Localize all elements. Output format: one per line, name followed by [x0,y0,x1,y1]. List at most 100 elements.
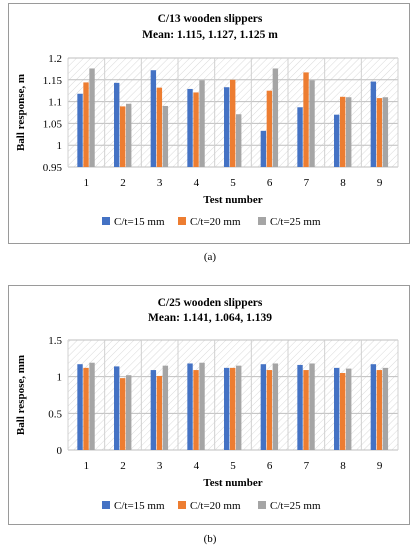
chart-a-bar [150,70,157,167]
chart-a-bar [224,87,230,167]
chart-b-x-tick-label: 2 [120,460,126,472]
chart-a-bar [199,80,205,167]
chart-a-bar [126,103,132,167]
chart-a-x-tick-label: 4 [194,177,200,189]
chart-b-title: C/25 wooden slippers [158,297,263,309]
chart-a-bar [230,79,236,167]
chart-a-y-tick-label: 1.1 [48,97,62,109]
chart-a-bar [120,106,126,167]
chart-b-x-tick-label: 5 [230,460,236,472]
chart-b-bar [272,363,279,450]
chart-a-bar [346,97,352,167]
chart-a-x-tick-label: 3 [157,177,163,189]
chart-a-x-tick-label: 9 [377,177,383,189]
chart-b-x-tick-label: 1 [84,460,90,472]
chart-a-legend-label: C/t=20 mm [190,216,241,228]
chart-a-x-tick-label: 8 [340,177,346,189]
chart-a-bar [334,114,340,167]
chart-a-bar [83,82,89,167]
chart-b-bar [346,368,352,450]
chart-b-bar [114,366,120,450]
chart-a-bar [376,98,383,167]
chart-b-bar [187,363,193,450]
chart-b-bar [376,370,383,450]
chart-b-y-tick-label: 1 [57,372,63,384]
chart-b-x-tick-label: 3 [157,460,163,472]
chart-b-bar [193,370,199,450]
chart-a-title: C/13 wooden slippers [158,13,263,25]
chart-a-bar [309,80,315,167]
chart-b-y-axis-label: Ball respose, mm [15,355,27,435]
chart-a-y-tick-label: 1.2 [48,53,62,65]
chart-a-x-tick-label: 7 [304,177,310,189]
chart-a-x-tick-label: 6 [267,177,273,189]
chart-b-bar [156,375,163,450]
chart-a-bar [297,107,303,167]
chart-b-bar [303,370,309,450]
chart-a-bar [382,97,389,167]
chart-a-legend-swatch [102,217,110,225]
chart-a-x-axis-label: Test number [203,194,262,206]
chart-b-legend-label: C/t=15 mm [114,500,165,512]
chart-b-x-tick-label: 4 [194,460,200,472]
chart-b-bar [150,370,157,450]
chart-b-y-tick-label: 0 [57,445,63,457]
chart-a-x-tick-label: 1 [84,177,90,189]
chart-b-bar [370,364,377,450]
chart-a-bar [187,88,193,167]
chart-b-legend-swatch [102,501,110,509]
chart-b-bar [224,367,230,450]
chart-a-bar [236,114,242,167]
chart-b-bar [77,364,83,450]
chart-a-bar [272,68,279,167]
chart-a-y-tick-label: 1 [57,140,63,152]
chart-b-y-tick-label: 0.5 [48,408,62,420]
chart-a-x-tick-label: 2 [120,177,126,189]
chart-b-bar [334,367,340,450]
chart-a-legend-label: C/t=25 mm [270,216,321,228]
chart-a-bar [303,72,309,167]
chart-a-legend-swatch [258,217,266,225]
chart-a-legend-swatch [178,217,186,225]
chart-b-legend-label: C/t=20 mm [190,500,241,512]
chart-b-bar [309,363,315,450]
chart-b-legend-swatch [258,501,266,509]
chart-b-bar [126,375,132,450]
chart-b-bar [83,367,89,450]
chart-b-legend-swatch [178,501,186,509]
chart-a-bar [260,130,267,167]
chart-a-bar [156,87,163,167]
chart-b-x-tick-label: 8 [340,460,346,472]
chart-a-bar [266,90,273,167]
chart-b-legend-label: C/t=25 mm [270,500,321,512]
chart-b-bar [266,370,273,450]
chart-b-bar [89,362,95,450]
chart-b-bar [340,373,346,450]
chart-b-bar [297,364,303,450]
chart-b-bar [162,365,169,450]
panel-label-b: (b) [203,533,217,545]
chart-b-x-axis-label: Test number [203,477,262,489]
chart-a-y-tick-label: 1.15 [43,75,63,87]
chart-a-y-tick-label: 1.05 [43,118,63,130]
chart-b-x-tick-label: 6 [267,460,273,472]
chart-a-y-tick-label: 0.95 [43,162,63,174]
chart-a-bar [340,96,346,167]
chart-b-x-tick-label: 7 [304,460,310,472]
panel-label-a: (a) [203,251,217,263]
chart-b-bar [236,365,242,450]
chart-a-x-tick-label: 5 [230,177,236,189]
chart-b-bar [382,367,389,450]
chart-a-bar [193,92,199,167]
chart-a-y-axis-label: Ball response, m [15,74,27,151]
chart-a-subtitle: Mean: 1.115, 1.127, 1.125 m [142,29,278,41]
chart-b-x-tick-label: 9 [377,460,383,472]
chart-a-legend-label: C/t=15 mm [114,216,165,228]
chart-a-bar [77,93,83,167]
chart-b-subtitle: Mean: 1.141, 1.064, 1.139 [148,312,272,324]
chart-b-y-tick-label: 1.5 [48,335,62,347]
chart-a-bar [162,105,169,167]
chart-a-bar [370,81,377,167]
chart-b-bar [120,378,126,450]
